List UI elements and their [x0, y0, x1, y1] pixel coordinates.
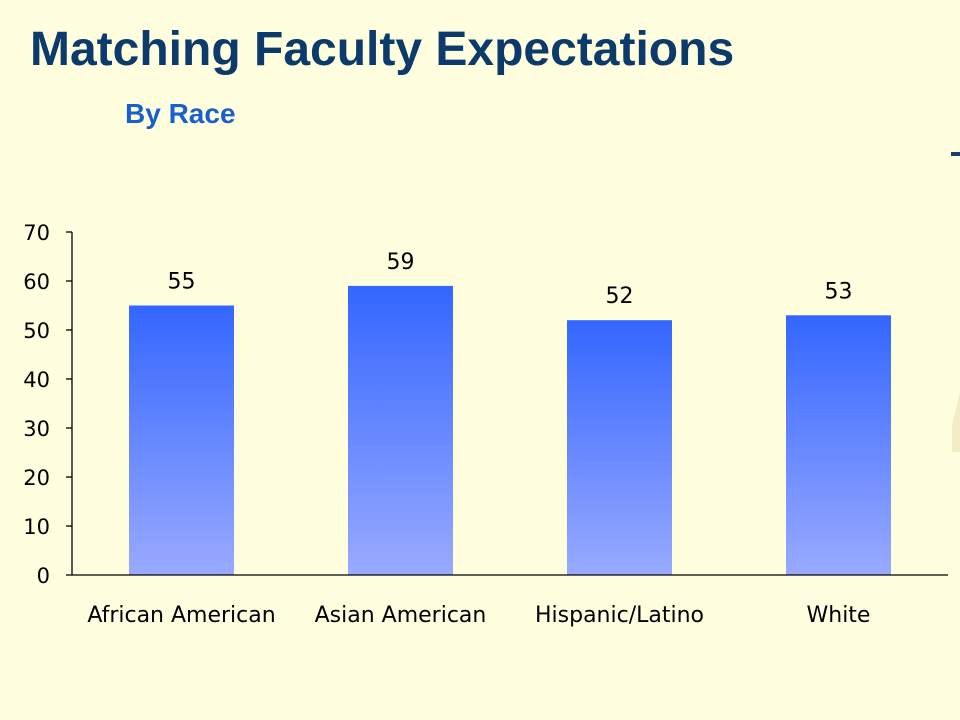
y-tick-label: 40: [23, 368, 50, 392]
category-label: White: [807, 603, 871, 628]
category-label: Hispanic/Latino: [535, 603, 704, 628]
bar: [567, 320, 672, 575]
y-tick-label: 50: [23, 319, 50, 343]
bar: [786, 315, 891, 575]
y-tick-label: 0: [37, 564, 50, 588]
bar: [348, 285, 453, 575]
y-tick-label: 10: [23, 515, 50, 539]
data-label: 53: [825, 279, 853, 304]
y-axis-ticks: 0 10 20 30 40 50 60 70: [23, 221, 72, 588]
data-labels-group: 55 59 52 53: [168, 250, 853, 309]
bars-group: [129, 285, 891, 575]
data-label: 59: [387, 250, 415, 275]
data-label: 55: [168, 270, 196, 295]
bar: [129, 305, 234, 575]
slide-subtitle: By Race: [125, 98, 236, 129]
axes: [71, 232, 948, 576]
y-tick-label: 60: [23, 270, 50, 294]
slide-title: Matching Faculty Expectations: [30, 23, 735, 76]
edge-decoration: [951, 152, 960, 156]
category-labels-group: African American Asian American Hispanic/L…: [87, 603, 870, 628]
category-label: African American: [87, 603, 275, 628]
y-tick-label: 20: [23, 466, 50, 490]
y-tick-label: 70: [23, 221, 50, 245]
category-label: Asian American: [315, 603, 487, 628]
data-label: 52: [606, 284, 634, 309]
edge-shape-decoration: [952, 392, 960, 452]
y-tick-label: 30: [23, 417, 50, 441]
